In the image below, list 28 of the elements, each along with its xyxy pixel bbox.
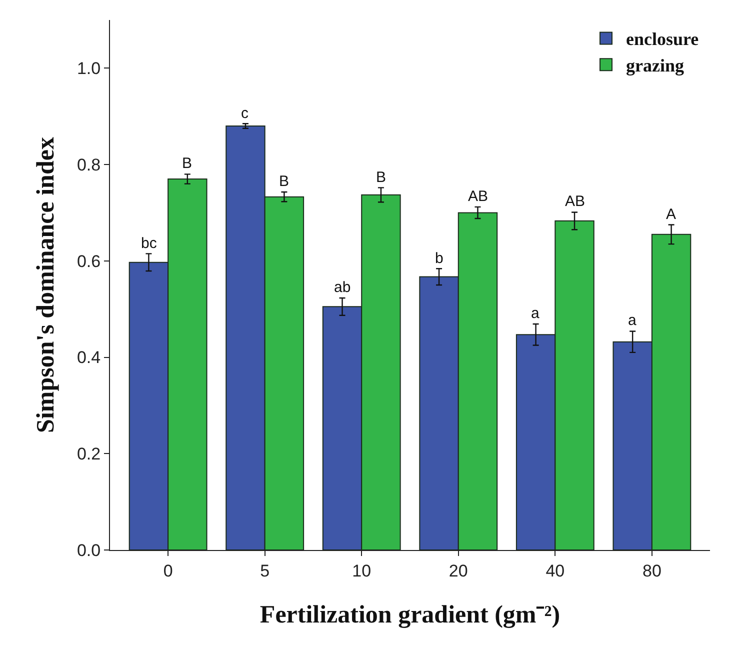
annotation: A — [666, 206, 676, 223]
x-tick-label: 20 — [448, 561, 468, 580]
x-axis-title: Fertilization gradient (gm⁻²) — [260, 601, 560, 628]
y-tick-label: 0.0 — [76, 540, 101, 560]
annotation: B — [279, 173, 290, 190]
annotation: c — [241, 105, 249, 122]
legend-label: grazing — [626, 56, 684, 76]
y-tick-label: 0.2 — [76, 444, 101, 464]
annotation: B — [182, 155, 192, 172]
legend-label: enclosure — [626, 29, 699, 50]
y-tick-label: 0.6 — [76, 252, 101, 271]
annotation: b — [435, 250, 444, 267]
annotation: B — [376, 169, 386, 186]
x-tick-label: 5 — [260, 561, 270, 580]
annotation: a — [531, 305, 540, 322]
annotation: a — [628, 312, 637, 329]
y-tick-label: 0.8 — [76, 156, 101, 174]
annotation: bc — [141, 235, 158, 252]
x-tick-label: 0 — [163, 561, 173, 580]
annotation: AB — [565, 193, 586, 210]
annotation: ab — [334, 279, 351, 296]
y-tick-label: 1.0 — [76, 59, 101, 78]
x-tick-label: 10 — [352, 561, 372, 580]
y-tick-label: 0.4 — [76, 348, 101, 368]
x-tick-label: 40 — [546, 561, 565, 580]
x-tick-label: 80 — [642, 561, 662, 580]
annotation: AB — [468, 188, 488, 205]
y-axis-title: Simpson's dominance index — [32, 136, 60, 433]
